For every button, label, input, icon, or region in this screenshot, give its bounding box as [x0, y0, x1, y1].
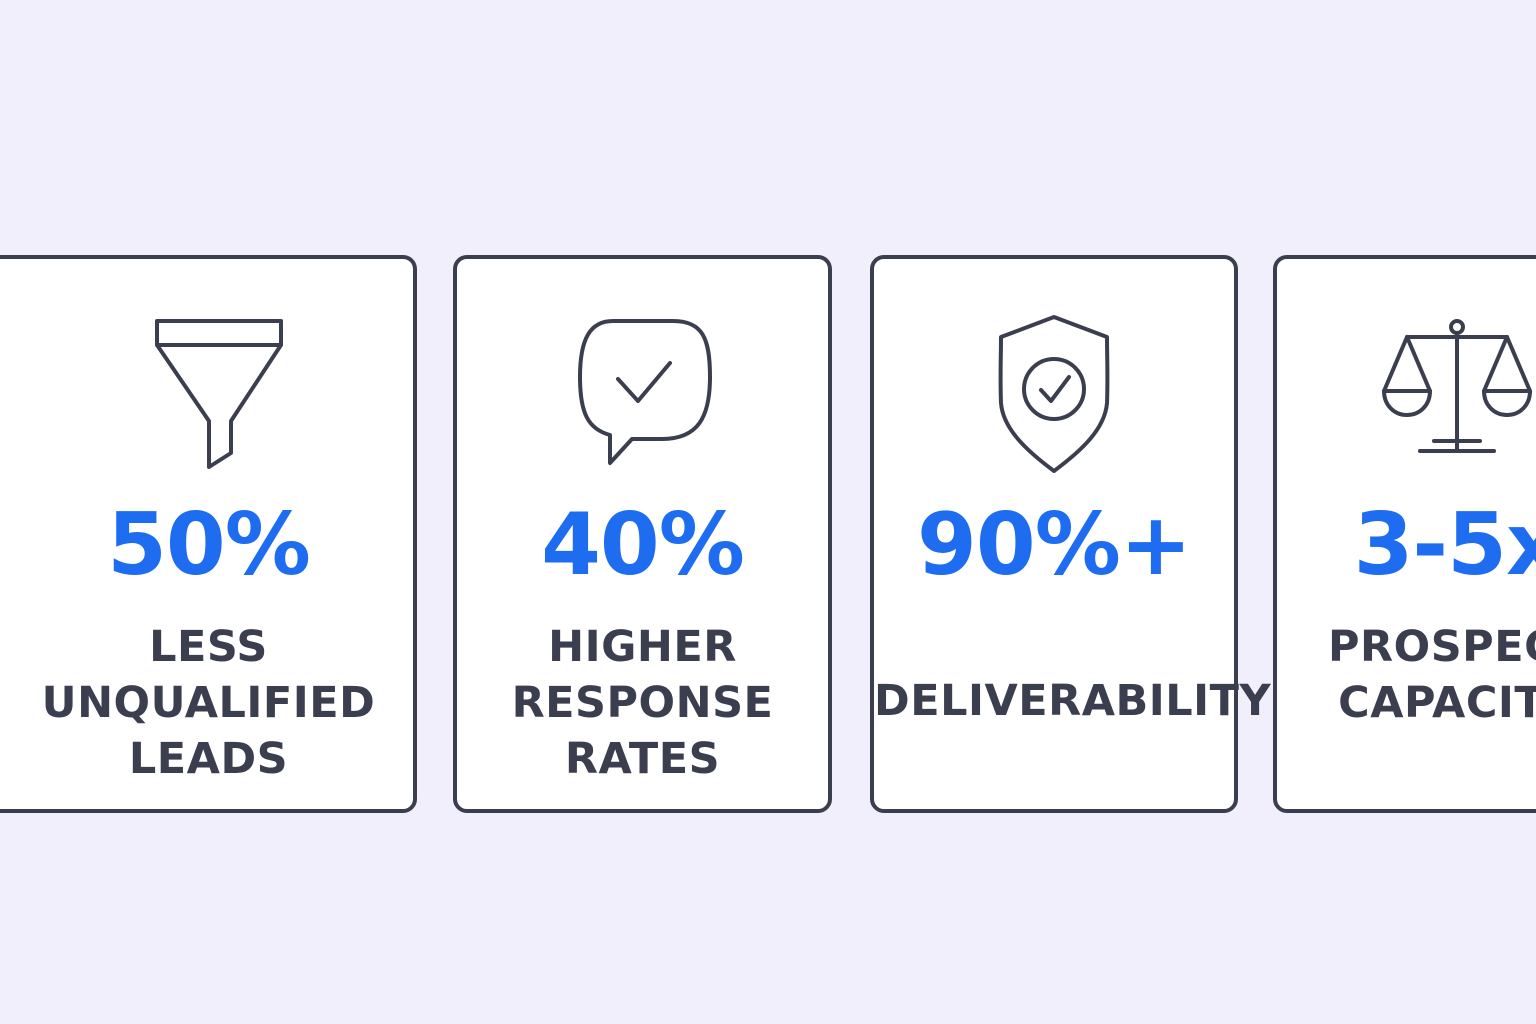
chat-check-icon — [558, 317, 728, 477]
stat-caption: LESS UNQUALIFIED LEADS — [41, 622, 376, 784]
stat-card-response-rates: 40% HIGHER RESPONSE RATES — [453, 255, 832, 813]
shield-check-icon — [969, 315, 1139, 477]
scales-icon — [1372, 317, 1536, 477]
stat-value: 90%+ — [917, 495, 1192, 595]
funnel-icon — [134, 317, 304, 477]
stat-card-prospect-capacity: 3-5x PROSPECT CAPACITY — [1273, 255, 1536, 813]
stat-card-deliverability: 90%+ DELIVERABILITY — [870, 255, 1272, 813]
stat-value: 50% — [107, 495, 311, 595]
stat-caption: HIGHER RESPONSE RATES — [511, 622, 774, 784]
stat-caption: PROSPECT CAPACITY — [1328, 622, 1536, 728]
stat-card-unqualified-leads: 50% LESS UNQUALIFIED LEADS — [0, 255, 417, 813]
stat-value: 3-5x — [1353, 495, 1536, 595]
stat-caption: DELIVERABILITY — [874, 676, 1272, 726]
stat-value: 40% — [541, 495, 745, 595]
